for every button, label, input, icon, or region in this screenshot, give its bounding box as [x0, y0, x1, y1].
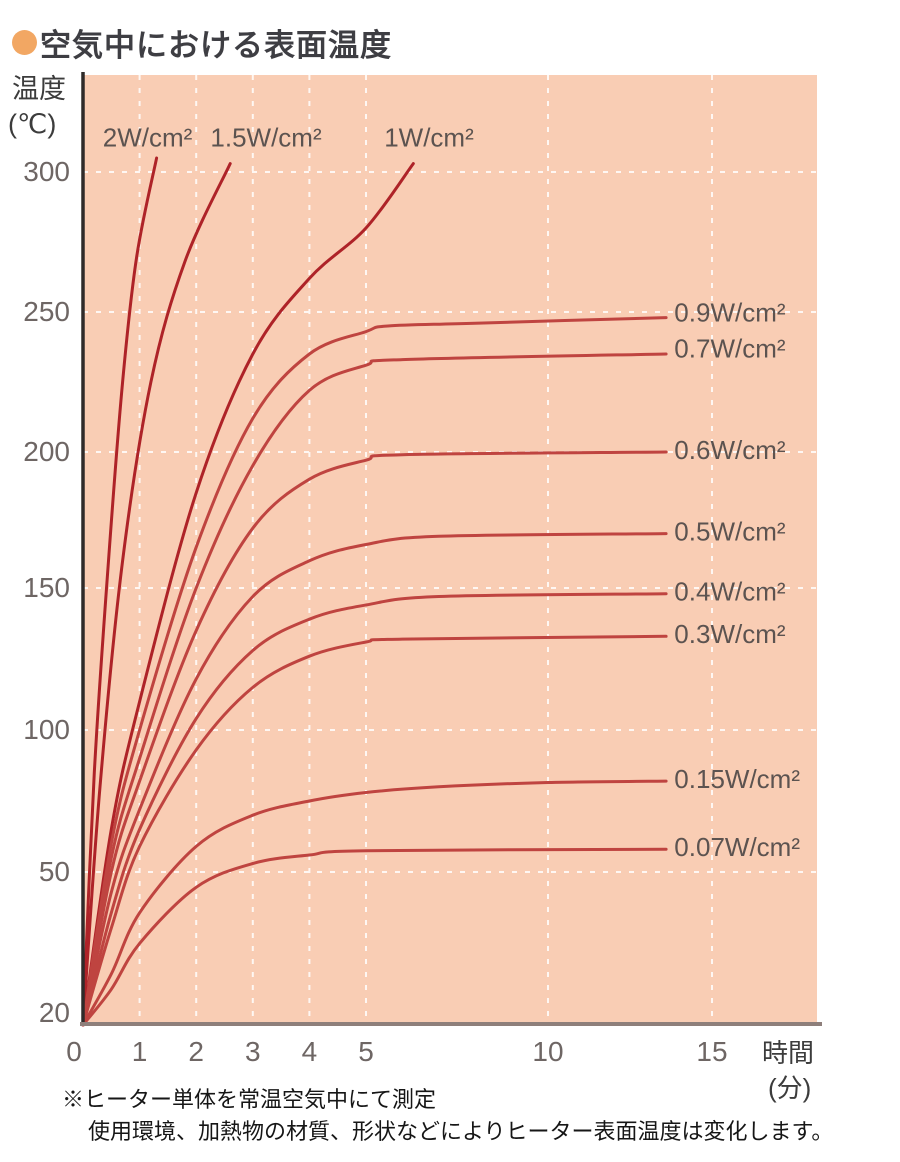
curve-0.07W/cm² [81, 847, 668, 1027]
series-label-0.07W/cm²: 0.07W/cm² [674, 832, 800, 862]
x-axis-title-text: 時間 [762, 1038, 815, 1068]
x-axis-unit: (分) [768, 1073, 812, 1104]
series-label-2W/cm²: 2W/cm² [103, 123, 193, 153]
series-label-0.5W/cm²: 0.5W/cm² [674, 516, 786, 546]
series-label-0.4W/cm²: 0.4W/cm² [674, 577, 786, 607]
y-tick-300: 300 [23, 156, 70, 187]
curve-1W/cm² [81, 162, 415, 1027]
y-axis-title: 温度 (℃) [8, 72, 66, 142]
series-label-0.9W/cm²: 0.9W/cm² [674, 298, 786, 328]
footnote-line-2: 使用環境、加熱物の材質、形状などによりヒーター表面温度は変化します。 [88, 1118, 834, 1144]
series-label-0.15W/cm²: 0.15W/cm² [674, 764, 800, 794]
curve-0.7W/cm² [81, 352, 668, 1027]
x-tick-15: 15 [696, 1036, 728, 1067]
curve-0.3W/cm² [81, 634, 668, 1027]
y-tick-50: 50 [38, 856, 70, 887]
x-tick-2: 2 [188, 1036, 204, 1067]
page-title: 空気中における表面温度 [40, 28, 392, 63]
x-tick-5: 5 [358, 1036, 374, 1067]
series-curves [81, 156, 668, 1027]
series-label-1W/cm²: 1W/cm² [384, 123, 474, 153]
curve-0.9W/cm² [81, 316, 668, 1027]
curve-0.4W/cm² [81, 592, 668, 1027]
series-label-0.3W/cm²: 0.3W/cm² [674, 619, 786, 649]
y-axis-unit: (℃) [8, 109, 57, 140]
x-tick-3: 3 [245, 1036, 261, 1067]
y-tick-200: 200 [23, 436, 70, 467]
footnote-line-1: ※ヒーター単体を常温空気中にて測定 [62, 1087, 437, 1112]
orange-bullet-icon [12, 30, 37, 55]
series-labels: 2W/cm² 1.5W/cm² 1W/cm² 0.9W/cm² 0.7W/cm² 0.6W… [103, 123, 801, 862]
plot-background [83, 75, 817, 1024]
y-tick-100: 100 [23, 714, 70, 745]
y-tick-150: 150 [23, 572, 70, 603]
curve-0.6W/cm² [81, 450, 668, 1027]
y-tick-250: 250 [23, 296, 70, 327]
x-tick-4: 4 [301, 1036, 318, 1067]
curve-1.5W/cm² [81, 162, 232, 1027]
curve-0.15W/cm² [81, 779, 668, 1027]
y-tick-20: 20 [38, 997, 70, 1028]
x-tick-1: 1 [131, 1036, 148, 1067]
series-label-0.7W/cm²: 0.7W/cm² [674, 333, 786, 363]
footnotes: ※ヒーター単体を常温空気中にて測定 使用環境、加熱物の材質、形状などによりヒータ… [62, 1084, 833, 1148]
x-axis-title: 時間 (分) [762, 1036, 814, 1106]
x-tick-0: 0 [66, 1036, 82, 1067]
chart-header: 空気中における表面温度 [12, 20, 392, 65]
y-axis-title-text: 温度 [12, 74, 66, 104]
curve-0.5W/cm² [81, 532, 668, 1027]
x-tick-10: 10 [532, 1036, 564, 1067]
series-label-0.6W/cm²: 0.6W/cm² [674, 435, 786, 465]
curve-2W/cm² [81, 156, 159, 1027]
series-label-1.5W/cm²: 1.5W/cm² [210, 123, 322, 153]
